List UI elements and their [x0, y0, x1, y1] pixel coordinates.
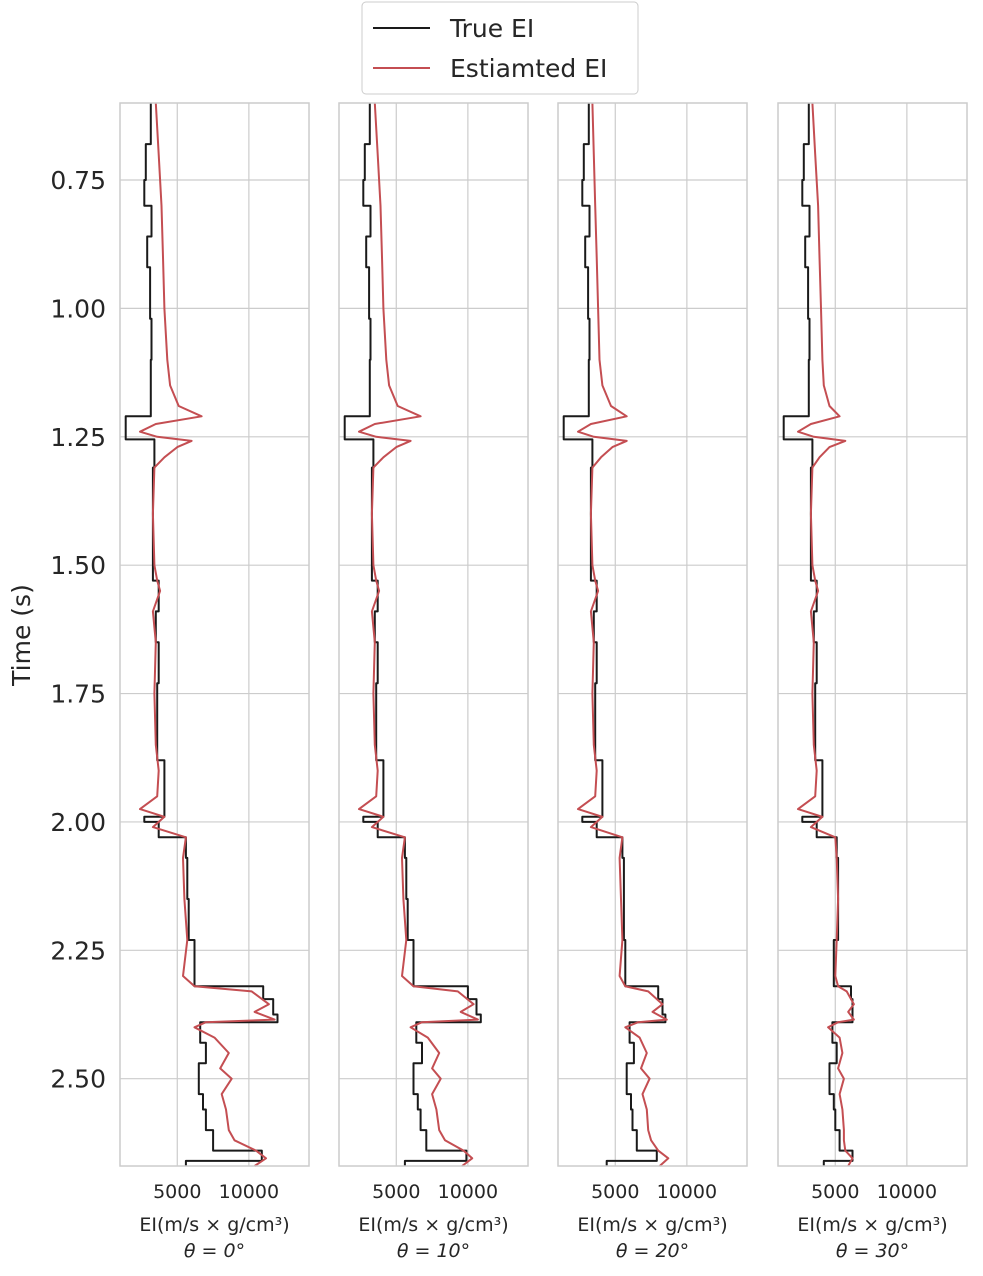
x-tick-label: 5000 — [591, 1181, 639, 1203]
y-tick-label: 0.75 — [50, 166, 106, 195]
estimated-ei-line — [139, 102, 276, 1167]
panel-3: 5000 10000 EI(m/s × g/cm³) θ = 30° — [777, 102, 968, 1262]
y-tick-label: 1.00 — [50, 294, 106, 323]
x-axis-label: EI(m/s × g/cm³) — [139, 1214, 289, 1236]
true-ei-line — [562, 103, 667, 1166]
legend: True EI Estiamted EI — [361, 1, 639, 95]
y-tick-label: 2.50 — [50, 1065, 106, 1094]
y-tick-label: 1.75 — [50, 680, 106, 709]
x-tick-label: 5000 — [153, 1181, 201, 1203]
y-tick-label: 1.50 — [50, 551, 106, 580]
estimated-ei-line — [577, 102, 670, 1167]
panel-angle-label: θ = 20° — [616, 1240, 689, 1262]
panel-frame — [119, 102, 310, 1167]
panel-frame — [557, 102, 748, 1167]
panel-1: 5000 10000 EI(m/s × g/cm³) θ = 10° — [338, 102, 529, 1262]
panel-background — [120, 103, 309, 1166]
x-axis-label: EI(m/s × g/cm³) — [577, 1214, 727, 1236]
legend-label-estimated: Estiamted EI — [450, 54, 607, 83]
panel-frame — [777, 102, 968, 1167]
legend-label-true: True EI — [449, 14, 534, 43]
estimated-ei-line — [797, 102, 855, 1167]
y-tick-label: 2.25 — [50, 936, 106, 965]
x-tick-label: 5000 — [372, 1181, 420, 1203]
true-ei-line — [124, 103, 279, 1166]
panel-angle-label: θ = 10° — [397, 1240, 470, 1262]
legend-box — [361, 1, 639, 95]
x-axis-label: EI(m/s × g/cm³) — [358, 1214, 508, 1236]
x-axis-label: EI(m/s × g/cm³) — [797, 1214, 947, 1236]
estimated-ei-line — [358, 102, 479, 1167]
y-tick-label: 2.00 — [50, 808, 106, 837]
true-ei-line — [782, 103, 854, 1166]
panel-frame — [338, 102, 529, 1167]
panel-0: 0.75 1.00 1.25 1.50 1.75 2.00 2.25 2.50 5000 1000… — [50, 102, 310, 1262]
x-tick-label: 10000 — [219, 1181, 279, 1203]
panel-2: 5000 10000 EI(m/s × g/cm³) θ = 20° — [557, 102, 748, 1262]
panel-background — [339, 103, 528, 1166]
x-tick-label: 10000 — [438, 1181, 498, 1203]
panel-angle-label: θ = 30° — [836, 1240, 909, 1262]
true-ei-line — [343, 103, 482, 1166]
panel-background — [778, 103, 967, 1166]
x-tick-label: 5000 — [811, 1181, 859, 1203]
y-tick-label: 1.25 — [50, 423, 106, 452]
panel-background — [558, 103, 747, 1166]
x-tick-label: 10000 — [657, 1181, 717, 1203]
panel-angle-label: θ = 0° — [184, 1240, 245, 1262]
y-axis-label: Time (s) — [7, 584, 36, 687]
x-tick-label: 10000 — [877, 1181, 937, 1203]
panels-group: 0.75 1.00 1.25 1.50 1.75 2.00 2.25 2.50 5000 1000… — [50, 102, 968, 1262]
